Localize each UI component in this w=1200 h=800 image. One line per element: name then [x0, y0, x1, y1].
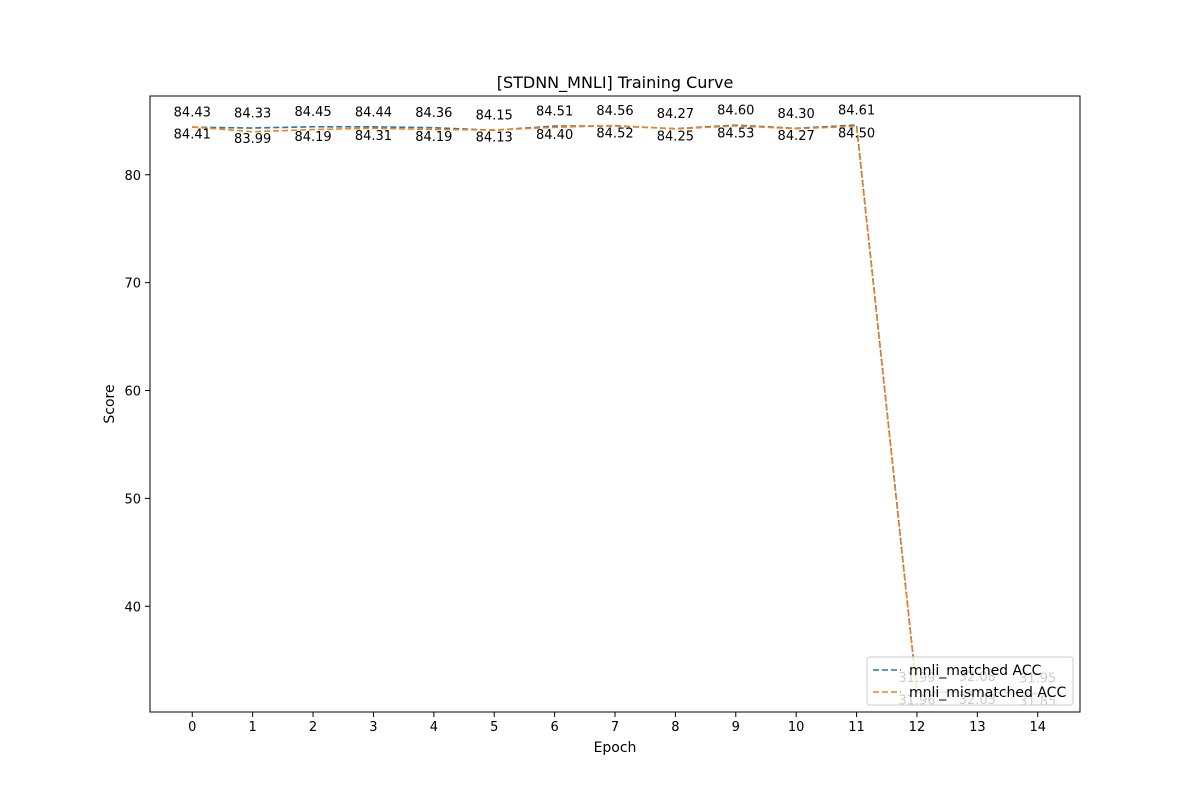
- point-label: 84.27: [657, 107, 694, 122]
- point-label: 84.15: [476, 108, 513, 123]
- point-label: 84.27: [778, 129, 815, 144]
- x-tick-label: 10: [788, 720, 805, 735]
- x-tick-label: 14: [1029, 720, 1046, 735]
- point-label: 84.40: [536, 128, 573, 143]
- y-tick-label: 80: [124, 169, 141, 184]
- x-tick-label: 12: [909, 720, 926, 735]
- point-label: 84.45: [294, 105, 331, 120]
- x-tick-label: 13: [969, 720, 986, 735]
- series-line-1: [192, 124, 1038, 694]
- x-tick-label: 8: [671, 720, 679, 735]
- y-tick-label: 70: [124, 277, 141, 292]
- y-axis-title: Score: [102, 384, 118, 423]
- point-label: 84.43: [174, 105, 211, 120]
- y-tick-label: 50: [124, 492, 141, 507]
- point-label: 84.30: [778, 107, 815, 122]
- y-axis: 40 50 60 70 80: [124, 169, 150, 615]
- point-label: 84.56: [596, 104, 633, 119]
- chart-title: [STDNN_MNLI] Training Curve: [497, 73, 734, 93]
- point-label: 84.61: [838, 104, 875, 119]
- legend-box: [866, 656, 1074, 706]
- point-label: 84.53: [717, 126, 754, 141]
- point-label: 84.51: [536, 105, 573, 120]
- point-label: 84.52: [596, 126, 633, 141]
- legend-label: mnli_mismatched ACC: [909, 685, 1066, 701]
- point-label: 84.19: [294, 130, 331, 145]
- x-axis: 0 1 2 3 4 5 6 7 8 9 10 11 12 13 14: [188, 712, 1046, 735]
- point-label: 84.44: [355, 105, 392, 120]
- x-tick-label: 2: [309, 720, 317, 735]
- x-tick-label: 5: [490, 720, 498, 735]
- point-label: 84.25: [657, 129, 694, 144]
- legend-label: mnli_matched ACC: [909, 663, 1042, 679]
- point-label: 84.36: [415, 106, 452, 121]
- point-label: 83.99: [234, 132, 271, 147]
- x-tick-label: 7: [611, 720, 619, 735]
- y-tick-label: 60: [124, 385, 141, 400]
- x-tick-label: 6: [550, 720, 558, 735]
- x-tick-label: 9: [732, 720, 740, 735]
- x-tick-label: 4: [430, 720, 438, 735]
- point-label: 84.50: [838, 127, 875, 142]
- point-label: 84.31: [355, 129, 392, 144]
- x-tick-label: 1: [249, 720, 257, 735]
- point-label: 84.60: [717, 104, 754, 119]
- point-label: 84.33: [234, 107, 271, 122]
- point-label: 84.41: [174, 128, 211, 143]
- y-tick-label: 40: [124, 600, 141, 615]
- x-tick-label: 11: [848, 720, 865, 735]
- x-tick-label: 0: [188, 720, 196, 735]
- point-label: 84.19: [415, 130, 452, 145]
- x-tick-label: 3: [369, 720, 377, 735]
- x-axis-title: Epoch: [594, 740, 637, 756]
- point-label: 84.13: [476, 131, 513, 146]
- legend: mnli_matched ACC mnli_mismatched ACC: [866, 656, 1074, 706]
